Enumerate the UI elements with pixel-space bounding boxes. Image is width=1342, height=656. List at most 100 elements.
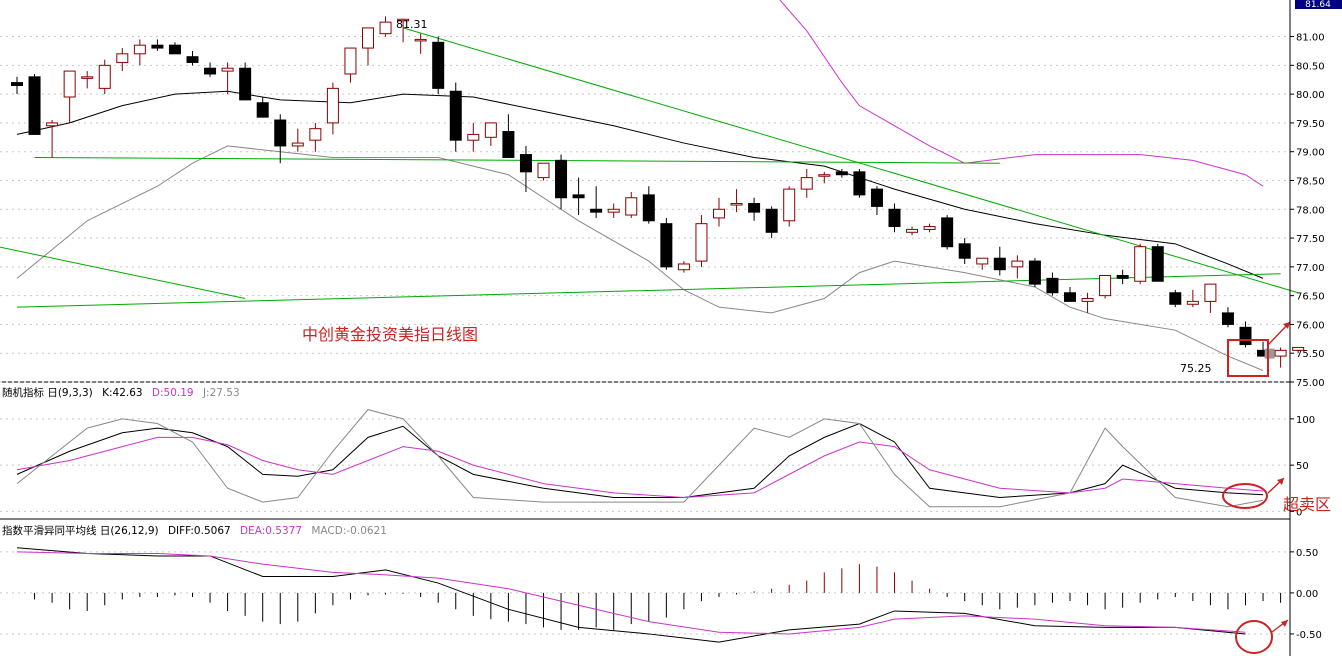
candle-body (1116, 274, 1129, 279)
candle[interactable] (941, 215, 954, 250)
candle[interactable] (800, 168, 813, 198)
candle[interactable] (870, 186, 883, 216)
candle[interactable] (888, 203, 901, 233)
candle[interactable] (1151, 243, 1164, 282)
candle[interactable] (168, 42, 181, 55)
kdj-line-K (16, 422, 1264, 499)
candle[interactable] (958, 238, 971, 264)
candle[interactable] (555, 154, 568, 210)
candle[interactable] (63, 70, 76, 123)
candle-body (783, 188, 796, 222)
candle[interactable] (46, 120, 59, 158)
candle[interactable] (993, 246, 1006, 276)
candle-body (537, 162, 550, 179)
macd-panel[interactable]: 指数平滑异同平均线 日(26,12,9) DIFF:0.5067 DEA:0.5… (0, 524, 1322, 654)
candle[interactable] (730, 189, 743, 213)
candle[interactable] (835, 168, 848, 178)
candle[interactable] (660, 217, 673, 270)
candle[interactable] (713, 197, 725, 227)
candle[interactable] (397, 18, 410, 43)
candle[interactable] (677, 261, 690, 273)
y-tick-label: 80.50 (1296, 61, 1325, 72)
candle[interactable] (239, 62, 252, 101)
price-panel[interactable]: 81.64 81.00 80.50 80.00 79.50 79.00 78.50 78.0… (0, 0, 1342, 389)
candle[interactable] (344, 47, 357, 83)
candle[interactable] (414, 33, 427, 54)
candle[interactable] (274, 114, 287, 164)
highlight-box (1227, 339, 1269, 377)
candle[interactable] (1064, 287, 1076, 302)
candle-body (81, 76, 94, 79)
candle-body (133, 44, 146, 55)
candle[interactable] (28, 73, 41, 135)
candle[interactable] (853, 168, 866, 198)
candle[interactable] (256, 97, 269, 118)
candle[interactable] (186, 50, 199, 66)
candle[interactable] (748, 197, 761, 221)
candle[interactable] (1221, 307, 1234, 328)
candle[interactable] (642, 186, 655, 224)
candle[interactable] (783, 186, 796, 227)
candle[interactable] (572, 177, 585, 216)
candle[interactable] (151, 39, 164, 51)
y-tick-label: 80.00 (1296, 90, 1325, 101)
candle[interactable] (1099, 274, 1112, 299)
candle-body (484, 122, 497, 138)
candle-body (1204, 283, 1217, 302)
candle-body (818, 174, 831, 177)
candle[interactable] (484, 122, 497, 146)
candle[interactable] (590, 186, 603, 218)
candle[interactable] (607, 203, 620, 218)
candle-body (888, 208, 901, 228)
candlesticks[interactable] (11, 16, 1305, 368)
candle[interactable] (204, 62, 217, 77)
candle[interactable] (221, 62, 234, 95)
candle[interactable] (116, 48, 129, 72)
candle[interactable] (1116, 269, 1129, 285)
candle[interactable] (537, 162, 550, 181)
candle-body (449, 90, 462, 141)
candle[interactable] (1239, 321, 1252, 348)
candle[interactable] (519, 145, 532, 192)
candle[interactable] (1292, 346, 1305, 354)
candle[interactable] (11, 76, 23, 95)
candle[interactable] (906, 226, 919, 236)
candle[interactable] (1186, 289, 1199, 308)
candle[interactable] (362, 27, 374, 66)
candle[interactable] (976, 257, 989, 270)
candle-body (906, 228, 919, 233)
candle[interactable] (625, 192, 638, 218)
candle[interactable] (1134, 243, 1147, 285)
trendline-support-1 (16, 273, 1281, 308)
candle[interactable] (133, 39, 146, 66)
candle[interactable] (818, 171, 831, 184)
candle[interactable] (1274, 347, 1287, 368)
candle[interactable] (309, 122, 322, 152)
candle[interactable] (291, 128, 304, 152)
candle[interactable] (326, 82, 339, 135)
candle[interactable] (502, 114, 515, 158)
candle[interactable] (1081, 292, 1094, 313)
candle[interactable] (1169, 289, 1182, 308)
candle[interactable] (449, 82, 462, 152)
kdj-panel[interactable]: 随机指标 日(9,3,3) K:42.63 D:50.19 J:27.53 10… (0, 386, 1331, 520)
candle[interactable] (923, 223, 936, 233)
candle-body (362, 27, 374, 49)
candle[interactable] (98, 59, 111, 95)
candle[interactable] (1011, 255, 1024, 279)
candle[interactable] (379, 16, 392, 37)
candle[interactable] (1028, 258, 1041, 287)
candle-body (800, 177, 813, 190)
kdj-line-D (16, 436, 1264, 499)
candle-body (326, 87, 339, 124)
candle[interactable] (1046, 272, 1059, 296)
y-tick-label: 81.00 (1296, 33, 1325, 44)
trendlines (0, 27, 1299, 308)
candle[interactable] (765, 206, 778, 239)
candle[interactable] (1204, 283, 1217, 313)
candle[interactable] (467, 122, 480, 152)
candle[interactable] (432, 36, 445, 95)
candle[interactable] (81, 71, 94, 89)
macd-legend-macd: MACD:-0.0621 (311, 525, 387, 537)
candle[interactable] (695, 215, 708, 267)
